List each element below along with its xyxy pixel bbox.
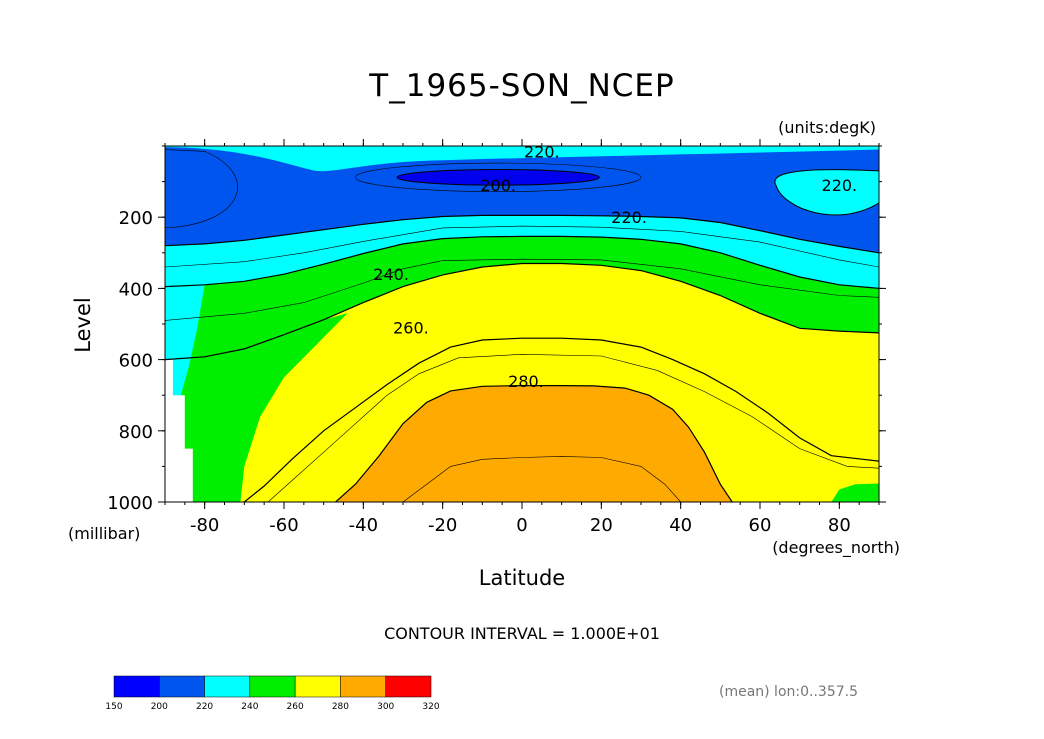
colorbar-swatch — [294, 675, 341, 698]
contour-220 — [165, 214, 879, 254]
contour-290 — [402, 456, 681, 502]
band-280-300 — [335, 385, 733, 502]
contour-labels: 220. 200. 220. 220. 240. 260. 280. — [373, 142, 857, 391]
contour-label-5: 260. — [393, 319, 429, 338]
y-tick-label: 400 — [119, 279, 153, 300]
x-tick-label: 20 — [590, 515, 613, 536]
x-tick-label: -40 — [349, 515, 378, 536]
x-tick-label: -20 — [428, 515, 457, 536]
y-axis-title: Level — [71, 297, 95, 352]
band-220-north-bubble — [774, 169, 879, 216]
colorbar-label: 300 — [377, 702, 394, 712]
contour-label-6: 280. — [508, 372, 544, 391]
x-axis-title: Latitude — [479, 566, 565, 590]
band-220-240 — [165, 215, 879, 289]
band-180-200 — [396, 168, 600, 186]
contour-230 — [165, 225, 879, 268]
contour-label-3: 220. — [822, 176, 858, 195]
colorbar-swatch — [249, 675, 296, 698]
y-tick-label: 200 — [119, 208, 153, 229]
colorbar: 150 200 220 240 260 280 300 320 — [105, 675, 440, 712]
contour-270 — [267, 353, 879, 502]
colorbar-label: 200 — [151, 702, 168, 712]
colorbar-label: 320 — [422, 702, 439, 712]
band-240-260 — [165, 236, 879, 360]
y-tick-label: 800 — [119, 422, 153, 443]
units-label: (units:degK) — [778, 118, 876, 137]
contour-210-south — [165, 149, 238, 229]
chart-title: T_1965-SON_NCEP — [368, 68, 674, 104]
contour-lines — [165, 149, 879, 502]
colorbar-label: 260 — [287, 702, 304, 712]
contour-300 — [335, 385, 733, 502]
contour-fill-area — [165, 146, 879, 502]
colorbar-label: 240 — [241, 702, 258, 712]
band-200-220 — [165, 146, 879, 253]
y-units-label: (millibar) — [68, 524, 140, 543]
contour-250 — [165, 258, 879, 321]
x-tick-label: -60 — [269, 515, 298, 536]
colorbar-swatch — [340, 675, 386, 698]
x-tick-label: 80 — [828, 515, 851, 536]
band-220-top-strip — [165, 146, 879, 172]
contour-210 — [355, 162, 642, 192]
colorbar-label: 150 — [105, 702, 122, 712]
y-axis: 200 400 600 800 1000 — [107, 145, 886, 514]
band-220-240-south — [165, 284, 205, 396]
contour-label-0: 220. — [524, 142, 560, 161]
contour-label-4: 240. — [373, 265, 409, 284]
colorbar-label: 280 — [332, 702, 349, 712]
contour-interval-label: CONTOUR INTERVAL = 1.000E+01 — [384, 624, 660, 643]
colorbar-label: 220 — [196, 702, 213, 712]
colorbar-swatch — [159, 675, 205, 698]
contour-260 — [165, 262, 879, 361]
contour-240 — [165, 235, 879, 289]
x-units-label: (degrees_north) — [772, 538, 900, 558]
x-axis: -80 -60 -40 -20 0 20 40 60 80 — [164, 139, 880, 536]
contour-label-2: 220. — [611, 208, 647, 227]
footnote-label: (mean) lon:0..357.5 — [719, 684, 858, 700]
x-tick-label: -80 — [190, 515, 219, 536]
y-tick-label: 1000 — [107, 493, 153, 514]
contour-280 — [243, 337, 879, 502]
x-tick-label: 40 — [669, 515, 692, 536]
y-tick-label: 600 — [119, 351, 153, 372]
colorbar-swatch — [204, 675, 251, 698]
colorbar-swatch — [113, 675, 160, 698]
x-tick-label: 0 — [516, 515, 527, 536]
missing-data — [165, 359, 193, 502]
band-240-260-north — [831, 483, 879, 502]
band-240-260-south — [165, 313, 348, 502]
x-tick-label: 60 — [749, 515, 772, 536]
colorbar-swatch — [385, 675, 432, 698]
contour-label-1: 200. — [480, 176, 516, 195]
